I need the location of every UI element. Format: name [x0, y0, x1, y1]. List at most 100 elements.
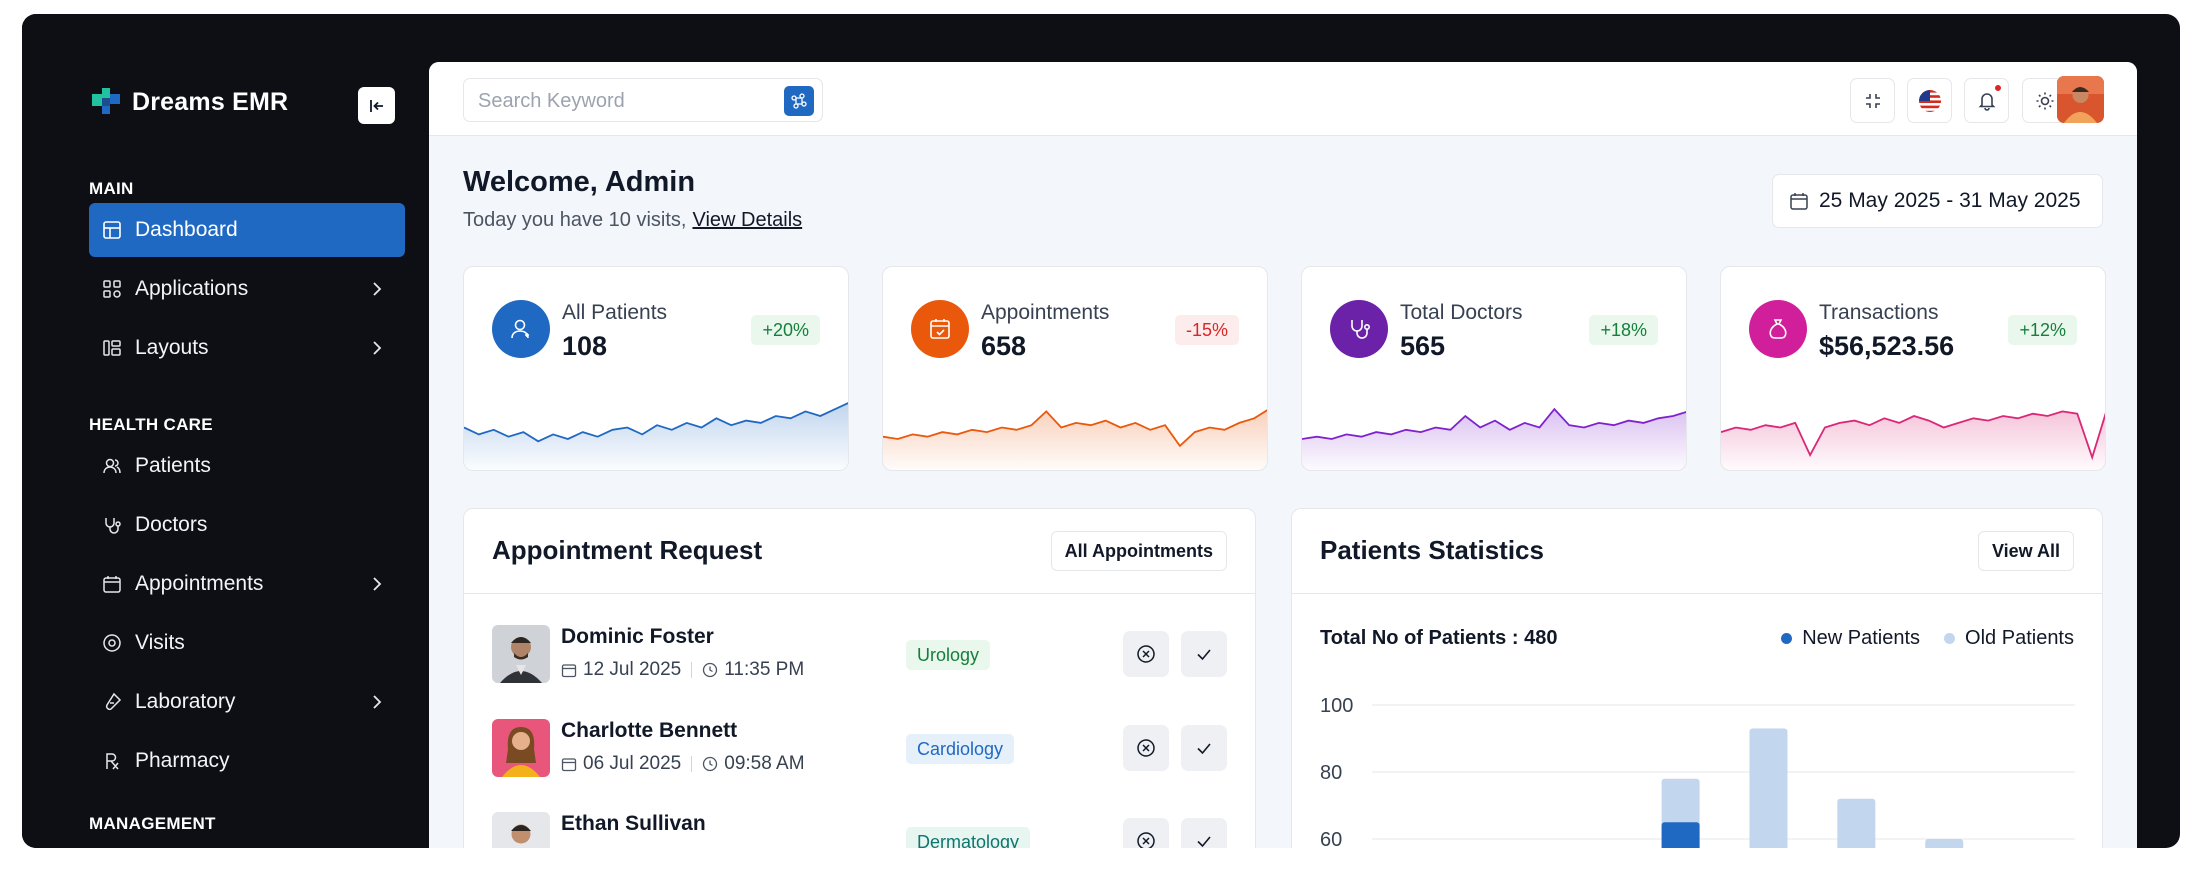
patients-bar-chart: 100 80 60: [1320, 695, 2075, 848]
chart-legend: New Patients Old Patients: [1781, 627, 2074, 650]
sidebar-collapse-button[interactable]: [358, 87, 395, 124]
panel-title: Appointment Request: [492, 535, 763, 565]
appointment-row[interactable]: Dominic Foster 12 Jul 2025 11:35 PM Urol…: [492, 625, 1227, 685]
divider: [1292, 593, 2102, 594]
brand-name: Dreams EMR: [132, 87, 289, 116]
legend-item-new: New Patients: [1781, 627, 1920, 650]
collapse-left-icon: [369, 99, 383, 112]
fullscreen-button[interactable]: [1850, 78, 1895, 123]
sidebar-item-dashboard[interactable]: Dashboard: [89, 203, 405, 257]
accept-button[interactable]: [1181, 725, 1227, 771]
sidebar-item-doctors[interactable]: Doctors: [89, 498, 405, 552]
panel-title: Patients Statistics: [1320, 535, 1544, 565]
stat-card-transactions[interactable]: Transactions $56,523.56 +12%: [1720, 266, 2106, 471]
sidebar-item-patients[interactable]: Patients: [89, 439, 405, 493]
visits-summary: Today you have 10 visits, View Details: [463, 209, 802, 232]
patient-photo: [492, 719, 550, 777]
all-appointments-button[interactable]: All Appointments: [1050, 531, 1227, 571]
appointment-row[interactable]: Ethan Sullivan Dermatology: [492, 812, 1227, 848]
brand[interactable]: Dreams EMR: [88, 84, 288, 120]
chevron-right-icon: [373, 695, 382, 709]
search-input[interactable]: [478, 87, 768, 115]
sidebar-item-appointments[interactable]: Appointments: [89, 557, 405, 611]
view-all-button[interactable]: View All: [1977, 531, 2074, 571]
patient-name: Charlotte Bennett: [561, 719, 738, 742]
bar-old-patients: [1925, 839, 1964, 848]
command-icon: [791, 93, 807, 109]
sidebar-item-laboratory[interactable]: Laboratory: [89, 675, 405, 729]
stat-value: 565: [1400, 331, 1446, 361]
calendar-icon: [561, 758, 577, 772]
sidebar-item-label: Doctors: [135, 513, 208, 536]
stat-value: 108: [562, 331, 608, 361]
sidebar-item-label: Dashboard: [135, 218, 238, 241]
section-title-main: MAIN: [89, 179, 134, 198]
trend-badge: +12%: [2008, 315, 2077, 345]
patient-photo: [492, 625, 550, 683]
sparkline-area: [883, 410, 1267, 470]
calendar-icon: [101, 573, 123, 595]
avatar-image: [2057, 76, 2104, 123]
reject-button[interactable]: [1123, 818, 1169, 848]
sparkline-line: [883, 409, 1267, 448]
patient-photo: [492, 812, 550, 848]
calendar-icon: [1790, 193, 1808, 210]
sidebar-item-label: Appointments: [135, 572, 264, 595]
appointment-request-panel: Appointment Request All Appointments Dom…: [463, 508, 1256, 848]
sidebar-item-applications[interactable]: Applications: [89, 262, 405, 316]
notification-dot: [1993, 83, 2003, 93]
patient-name: Dominic Foster: [561, 625, 714, 648]
dashboard-icon: [101, 219, 123, 241]
check-icon: [1197, 836, 1211, 848]
sidebar-item-pharmacy[interactable]: Pharmacy: [89, 734, 405, 788]
trend-badge: +18%: [1589, 315, 1658, 345]
stat-card-patients[interactable]: All Patients 108 +20%: [463, 266, 849, 471]
sun-icon: [2036, 92, 2053, 109]
bar-old-patients: [1749, 728, 1788, 848]
date-range-picker[interactable]: 25 May 2025 - 31 May 2025: [1772, 174, 2103, 228]
topbar: [429, 62, 2137, 136]
appointment-time: 09:58 AM: [724, 753, 805, 774]
trend-badge: +20%: [751, 315, 820, 345]
stat-label: Appointments: [981, 301, 1110, 324]
sparkline-transactions: [1721, 410, 2105, 470]
patients-statistics-panel: Patients Statistics View All Total No of…: [1291, 508, 2103, 848]
clock-icon: [703, 756, 718, 772]
sparkline-doctors: [1302, 407, 1686, 470]
layouts-icon: [101, 337, 123, 359]
appointment-row[interactable]: Charlotte Bennett 06 Jul 2025 09:58 AM C…: [492, 719, 1227, 779]
reject-button[interactable]: [1123, 725, 1169, 771]
chevron-right-icon: [373, 577, 382, 591]
notifications-button[interactable]: [1964, 78, 2009, 123]
sparkline-line: [1302, 407, 1686, 440]
department-badge: Cardiology: [906, 734, 1015, 764]
y-tick-label: 100: [1320, 695, 1353, 717]
chevron-right-icon: [373, 282, 382, 296]
legend-label: New Patients: [1802, 627, 1921, 649]
user-avatar[interactable]: [2057, 76, 2104, 123]
close-circle-icon: [1137, 645, 1155, 663]
language-button[interactable]: [1907, 78, 1952, 123]
command-shortcut-button[interactable]: [784, 86, 814, 116]
sidebar-item-label: Laboratory: [135, 690, 236, 713]
clock-icon: [703, 662, 718, 678]
sidebar-item-visits[interactable]: Visits: [89, 616, 405, 670]
sidebar-item-layouts[interactable]: Layouts: [89, 321, 405, 375]
brand-logo-icon: [88, 84, 124, 120]
sparkline-area: [1302, 409, 1686, 470]
reject-button[interactable]: [1123, 631, 1169, 677]
apps-icon: [101, 278, 123, 300]
stat-card-doctors[interactable]: Total Doctors 565 +18%: [1301, 266, 1687, 471]
stat-card-appointments[interactable]: Appointments 658 -15%: [882, 266, 1268, 471]
stethoscope-icon: [1330, 300, 1388, 358]
sidebar-item-label: Layouts: [135, 336, 209, 359]
sparkline-patients: [464, 402, 848, 470]
check-icon: [1197, 649, 1211, 661]
sidebar-item-label: Applications: [135, 277, 249, 300]
sidebar-item-label: Patients: [135, 454, 211, 477]
accept-button[interactable]: [1181, 631, 1227, 677]
legend-label: Old Patients: [1965, 627, 2074, 649]
accept-button[interactable]: [1181, 818, 1227, 848]
date-range-text: 25 May 2025 - 31 May 2025: [1819, 189, 2081, 212]
view-details-link[interactable]: View Details: [692, 209, 803, 231]
